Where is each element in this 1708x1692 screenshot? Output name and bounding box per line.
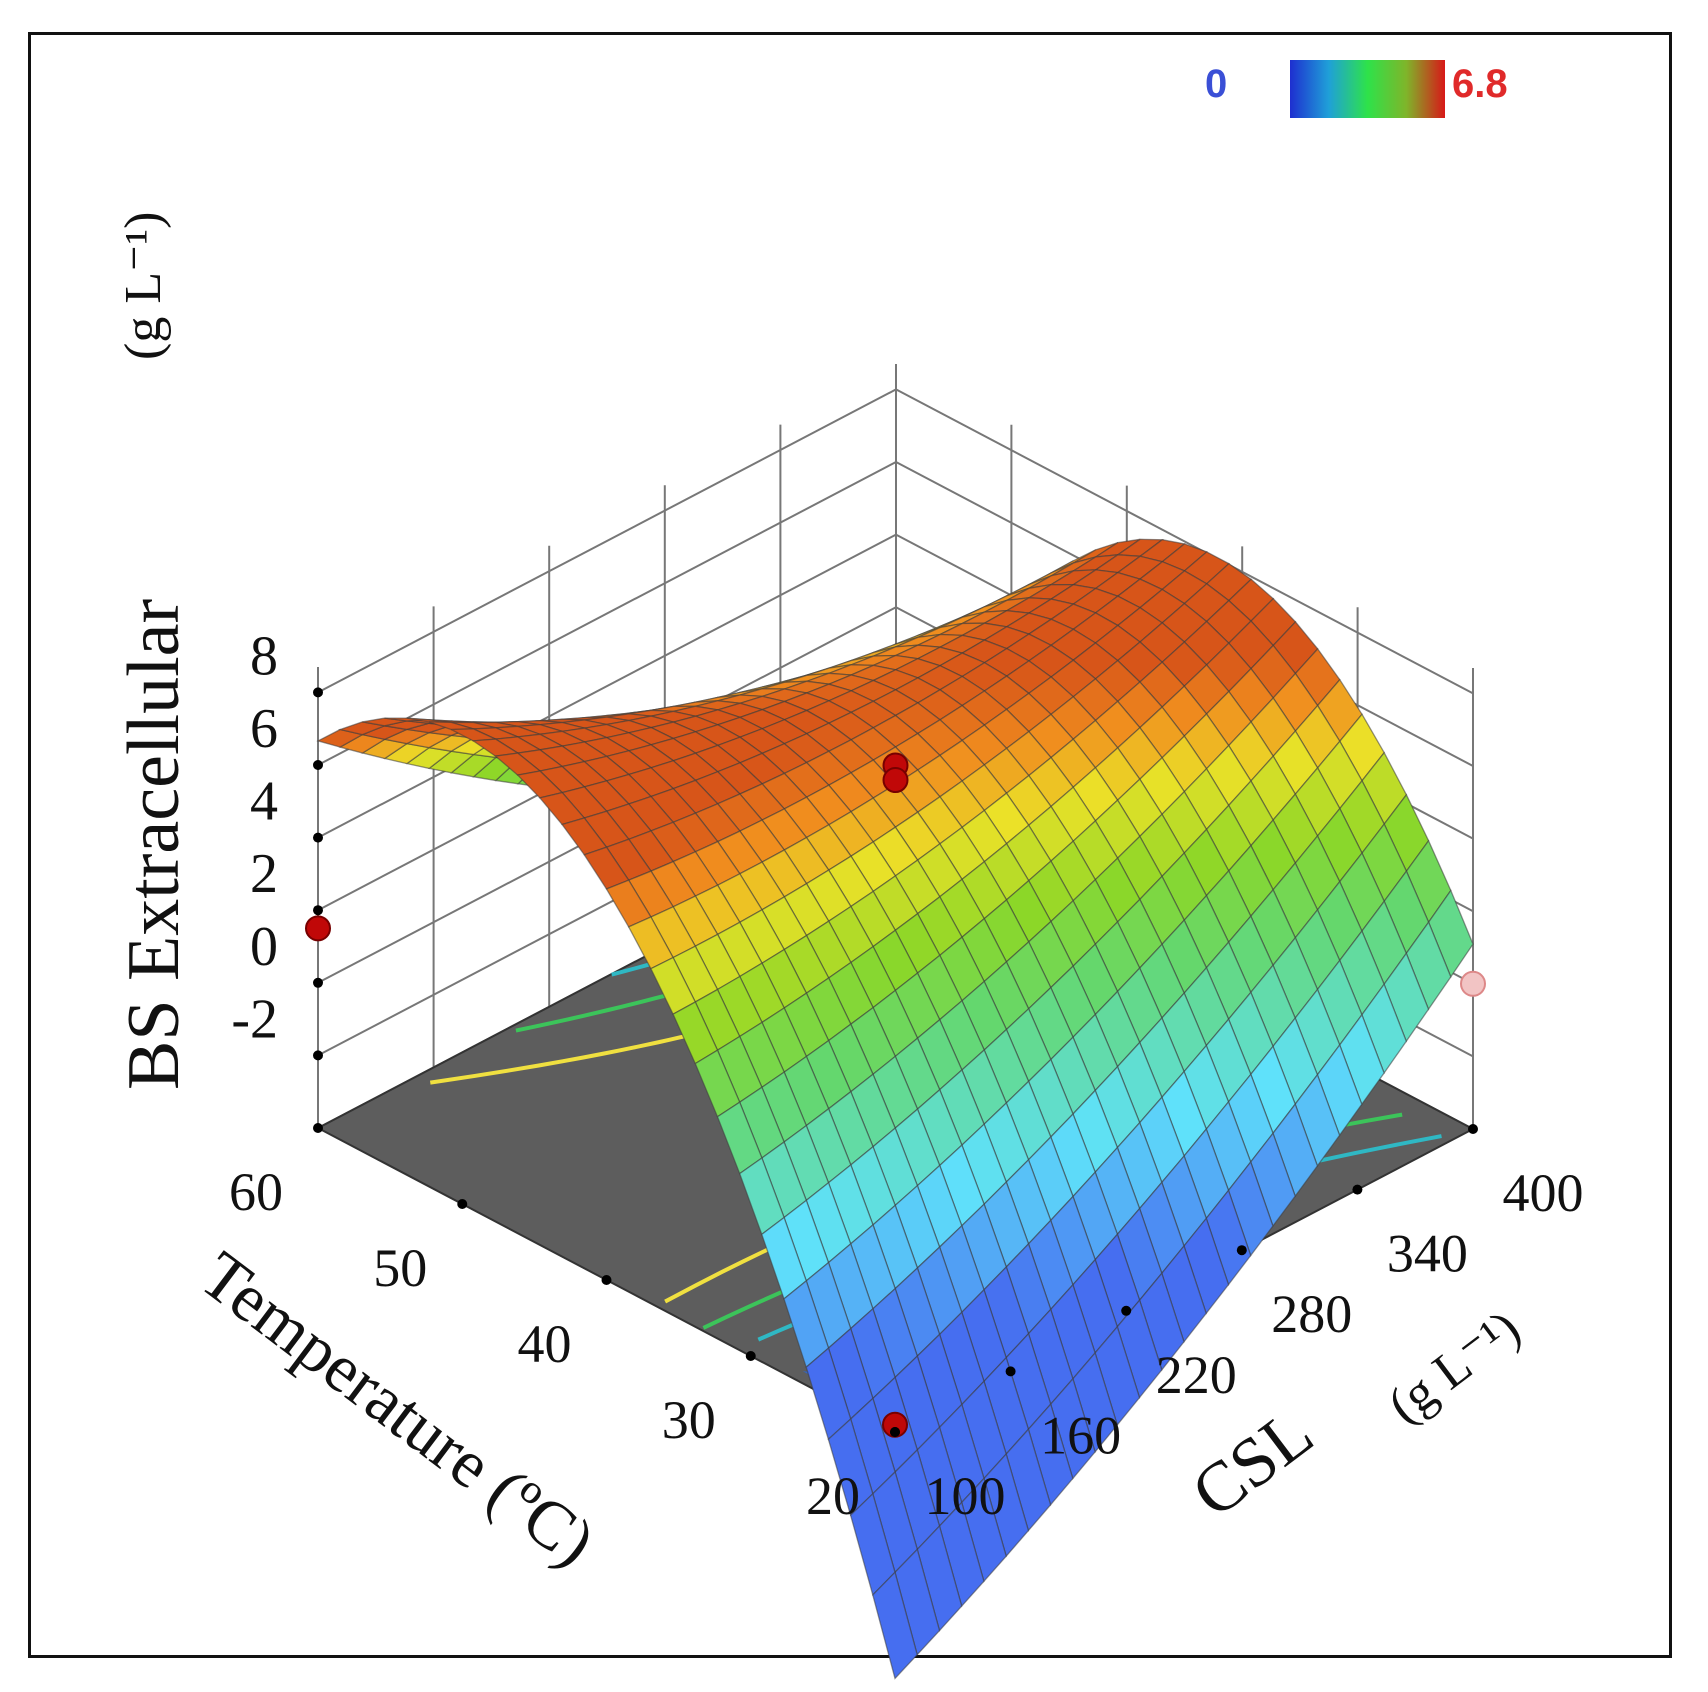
y-axis-unit: (g L⁻¹) — [1378, 1300, 1531, 1435]
colorbar-min-label: 0 — [1205, 62, 1227, 106]
z-tick-label: -2 — [231, 988, 278, 1050]
x-tick-mark — [601, 1275, 612, 1285]
z-tick-mark — [313, 1050, 323, 1061]
z-tick-mark — [313, 687, 323, 698]
y-tick-mark — [1236, 1245, 1247, 1256]
z-tick-label: 8 — [250, 625, 278, 687]
y-tick-mark — [1121, 1305, 1132, 1316]
z-tick-label: 0 — [250, 916, 278, 978]
wall-gridline — [317, 533, 897, 839]
wall-gridline — [895, 388, 1474, 695]
y-tick-mark — [1468, 1124, 1478, 1134]
y-tick-label: 340 — [1387, 1224, 1468, 1284]
wall-gridline — [317, 461, 897, 766]
x-tick-label: 50 — [373, 1238, 427, 1298]
response-surface — [316, 538, 1474, 1680]
y-tick-label: 160 — [1040, 1405, 1121, 1465]
design-points — [305, 752, 1486, 1438]
design-point — [1460, 970, 1486, 997]
z-tick-label: 2 — [250, 843, 278, 905]
surface-patch — [872, 1571, 918, 1680]
x-tick-label: 40 — [518, 1314, 572, 1374]
y-tick-label: 100 — [925, 1466, 1006, 1526]
x-tick-label: 20 — [806, 1466, 860, 1526]
x-tick-mark — [745, 1351, 756, 1361]
z-axis-title: BS Extracellular — [113, 599, 195, 1090]
design-point — [882, 767, 909, 794]
y-tick-label: 400 — [1503, 1163, 1584, 1223]
x-tick-mark — [457, 1199, 468, 1209]
y-axis-title: CSL — [1178, 1394, 1327, 1533]
y-tick-mark — [1352, 1184, 1363, 1195]
z-tick-label: 4 — [250, 771, 278, 833]
y-tick-mark — [890, 1427, 900, 1437]
z-tick-label: 6 — [250, 698, 278, 760]
z-tick-mark — [313, 760, 323, 770]
x-tick-label: 60 — [229, 1162, 283, 1222]
wall-gridline — [317, 388, 897, 694]
z-axis-unit: (g L⁻¹) — [115, 212, 172, 360]
z-tick-mark — [313, 905, 323, 916]
colorbar — [1290, 60, 1445, 118]
y-tick-mark — [1005, 1366, 1016, 1377]
y-tick-label: 220 — [1156, 1345, 1237, 1405]
z-tick-mark — [313, 977, 323, 988]
z-tick-mark — [313, 832, 323, 843]
colorbar-max-label: 6.8 — [1452, 62, 1508, 106]
y-tick-label: 280 — [1271, 1284, 1352, 1344]
x-tick-mark — [313, 1123, 323, 1133]
axis-ticks: -2 0 2 4 6 8 20 30 40 50 60 100 160 220 280 340 400 — [229, 625, 1584, 1526]
design-point — [305, 915, 331, 942]
x-tick-label: 30 — [662, 1390, 716, 1450]
